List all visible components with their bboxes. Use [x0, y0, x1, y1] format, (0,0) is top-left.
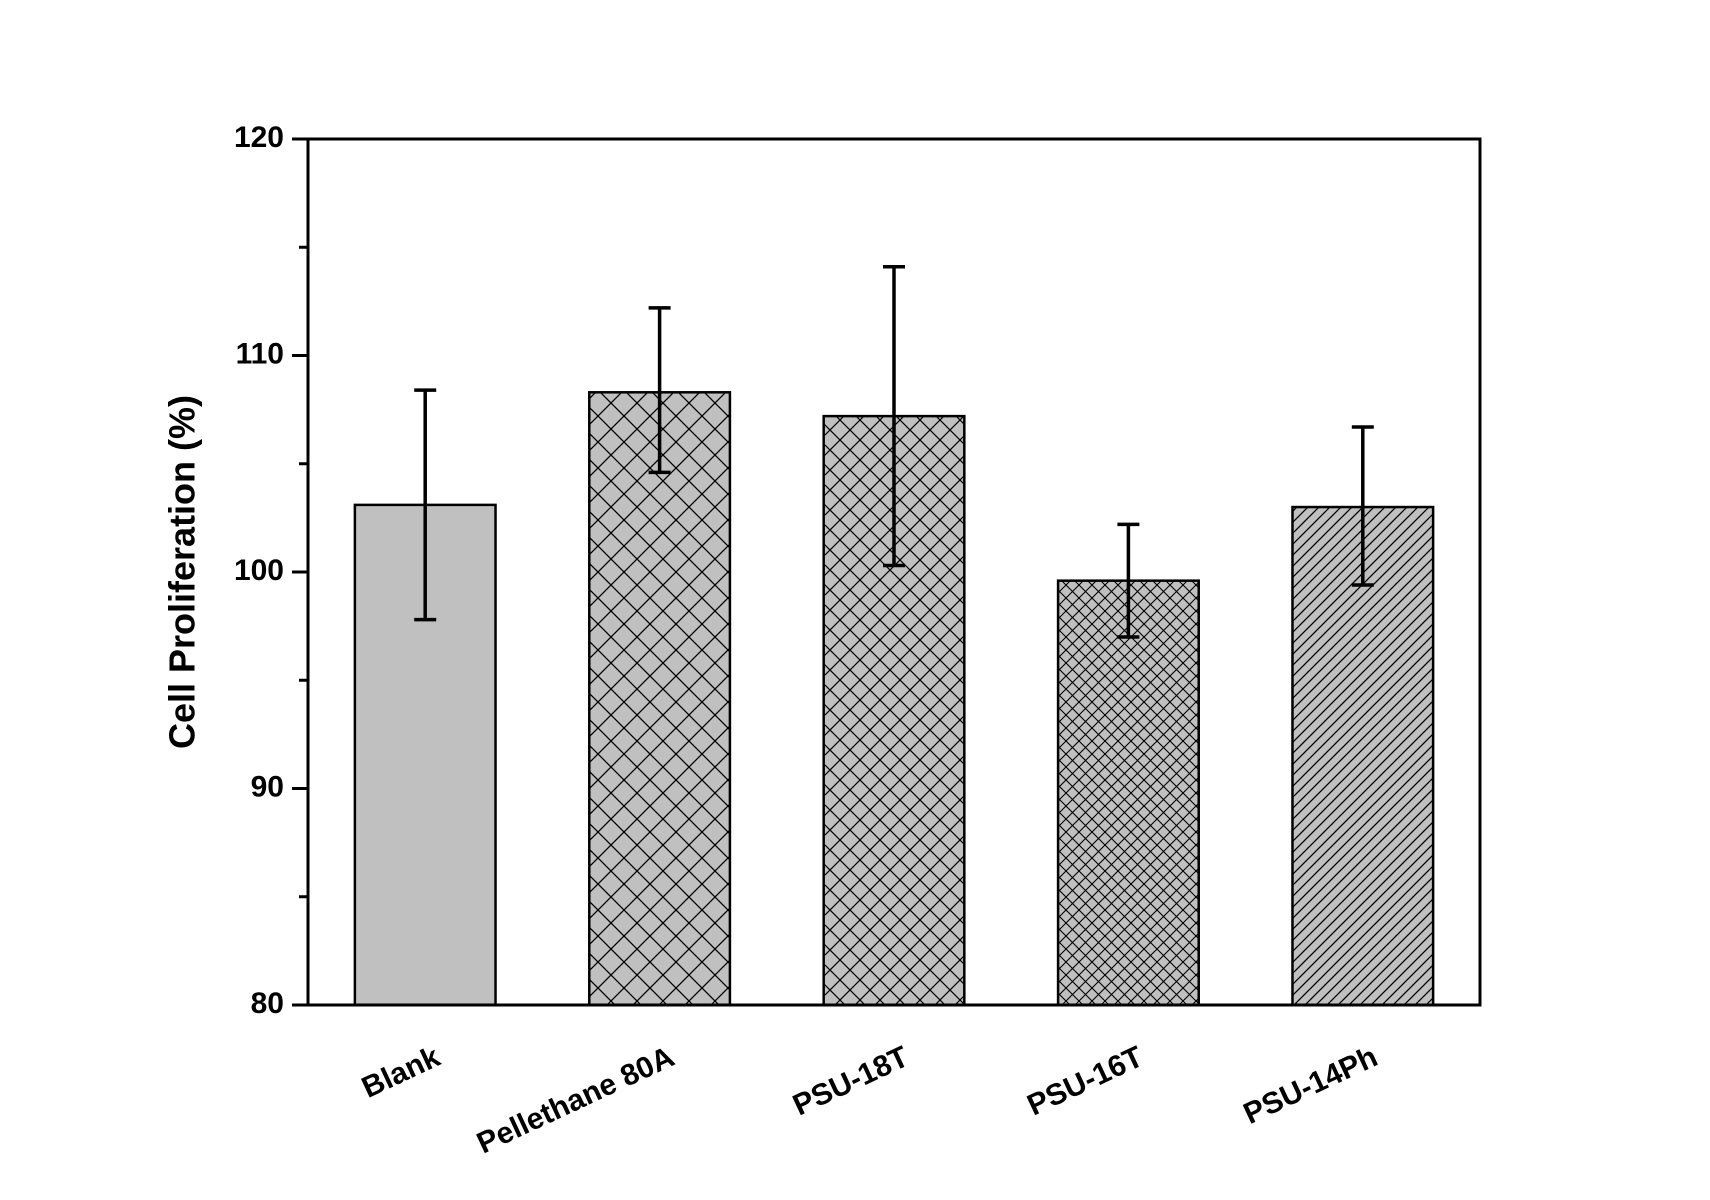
bar-pattern-3: [1058, 580, 1199, 1005]
y-axis: 80 90 100 110 120: [234, 121, 308, 1020]
y-tick-label: 90: [251, 770, 284, 803]
bars: [353, 391, 1435, 1007]
bar-pattern-4: [1292, 507, 1434, 1005]
error-bars: [414, 264, 1374, 639]
x-tick-label: Pellethane 80A: [472, 1040, 679, 1160]
y-tick-label: 120: [234, 121, 284, 154]
y-tick-label: 100: [234, 554, 284, 587]
x-tick-label: Blank: [357, 1040, 445, 1105]
y-tick-label: 110: [236, 337, 284, 370]
y-tick-label: 80: [251, 987, 284, 1020]
y-axis-title: Cell Proliferation (%): [162, 395, 203, 749]
x-tick-label: PSU-14Ph: [1239, 1040, 1383, 1131]
bar-pattern-1: [589, 392, 730, 1005]
x-tick-label: PSU-16T: [1022, 1040, 1148, 1122]
x-axis: Blank Pellethane 80A PSU-18T PSU-16T PSU-14P…: [357, 1040, 1383, 1160]
x-tick-label: PSU-18T: [788, 1040, 914, 1122]
